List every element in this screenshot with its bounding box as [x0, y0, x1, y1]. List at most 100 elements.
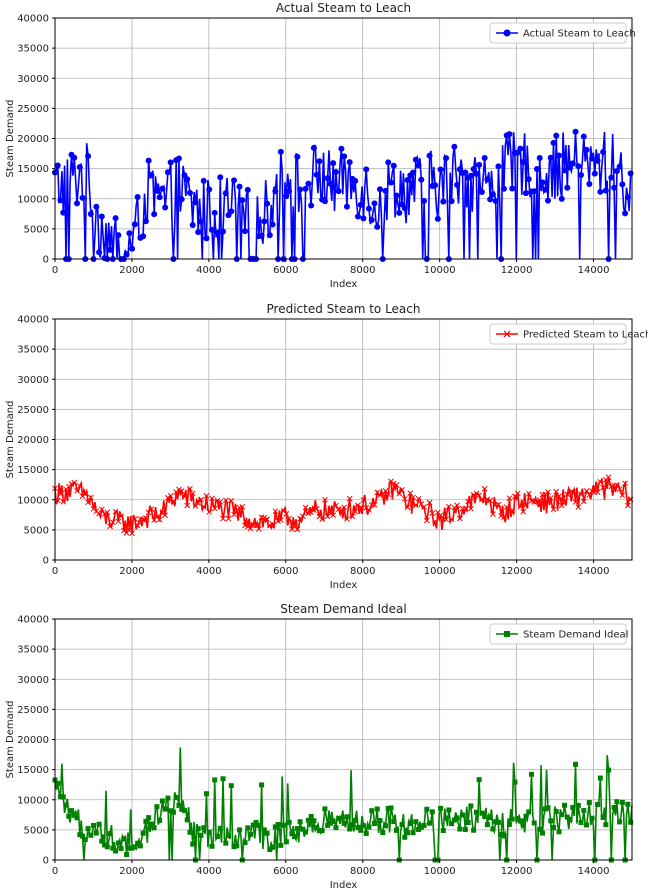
data-point [380, 830, 386, 836]
data-point [575, 163, 582, 170]
data-point [74, 815, 80, 821]
data-point [407, 490, 414, 497]
data-point [286, 515, 292, 522]
data-point [57, 197, 64, 204]
data-point [223, 840, 229, 846]
data-point [443, 516, 449, 523]
data-point [363, 166, 370, 173]
data-point [142, 218, 149, 225]
data-point [385, 159, 392, 166]
data-point [336, 815, 342, 821]
data-point [253, 819, 259, 825]
data-point [399, 822, 405, 828]
data-point [239, 503, 246, 510]
data-point [506, 131, 513, 138]
data-point [93, 203, 100, 210]
y-tick-label: 30000 [17, 74, 49, 85]
data-point [427, 820, 433, 826]
data-point [118, 513, 124, 520]
data-point [261, 218, 268, 225]
data-point [509, 185, 516, 192]
chart-panel-2: 0 2000 4000 6000 8000 10000 12000 14000 0 5000 100… [5, 302, 648, 591]
data-point [76, 483, 83, 489]
y-tick-label: 10000 [17, 795, 49, 806]
data-point [311, 818, 317, 824]
data-point [531, 188, 538, 195]
data-point [244, 186, 251, 193]
data-point [79, 194, 86, 201]
data-point [322, 806, 328, 812]
data-point [443, 815, 449, 821]
data-point [217, 825, 223, 831]
data-point [558, 502, 565, 509]
chart-title: Steam Demand Ideal [280, 602, 407, 616]
data-point [294, 526, 301, 533]
y-axis-label: Steam Demand [5, 701, 16, 779]
x-tick-label: 4000 [196, 265, 221, 276]
data-point [473, 809, 479, 815]
data-point [319, 516, 326, 523]
data-point [581, 808, 587, 814]
data-point [366, 824, 372, 830]
data-point [482, 814, 488, 820]
data-point [220, 228, 227, 235]
data-point [580, 498, 587, 505]
data-point [214, 834, 220, 840]
data-point [525, 176, 532, 183]
data-point [283, 193, 290, 200]
data-point [187, 485, 193, 492]
data-point [228, 783, 234, 789]
data-point [231, 511, 237, 518]
data-point [391, 819, 397, 825]
data-point [322, 496, 328, 503]
data-point [451, 143, 458, 150]
data-point [489, 191, 496, 198]
data-point [454, 502, 460, 509]
data-point [220, 776, 226, 782]
data-point [225, 515, 232, 522]
data-point [495, 163, 502, 170]
data-point [231, 177, 238, 184]
data-point [203, 235, 210, 242]
data-point [330, 512, 337, 519]
data-point [468, 803, 474, 809]
data-point [289, 831, 295, 837]
data-point [360, 497, 367, 503]
data-point [440, 828, 446, 834]
x-axis-label: Index [330, 880, 358, 891]
data-point [564, 491, 571, 498]
data-point [512, 779, 518, 785]
data-point [134, 522, 141, 529]
data-point [561, 498, 568, 505]
data-point [591, 170, 598, 177]
data-point [346, 159, 353, 166]
data-point [316, 828, 322, 834]
data-point [625, 502, 631, 509]
data-point [396, 490, 403, 497]
data-point [605, 474, 612, 481]
data-point [305, 817, 311, 823]
data-point [418, 824, 424, 830]
series-line [54, 477, 633, 534]
data-point [74, 487, 80, 494]
data-point [556, 829, 562, 835]
data-point [63, 802, 69, 808]
data-point [600, 814, 606, 820]
legend-box [489, 623, 627, 645]
data-point [358, 827, 364, 833]
data-point [437, 512, 444, 519]
x-tick-label: 8000 [350, 566, 375, 577]
data-point [341, 504, 348, 511]
data-point [226, 833, 232, 839]
data-point [347, 826, 353, 832]
data-point [123, 251, 130, 258]
data-point [429, 510, 436, 517]
data-point [338, 815, 344, 821]
data-point [261, 514, 268, 521]
data-point [175, 155, 182, 162]
data-point [178, 488, 185, 494]
data-point [148, 821, 154, 827]
legend-marker [503, 330, 511, 338]
data-point [71, 154, 78, 161]
y-tick-label: 0 [43, 556, 49, 567]
